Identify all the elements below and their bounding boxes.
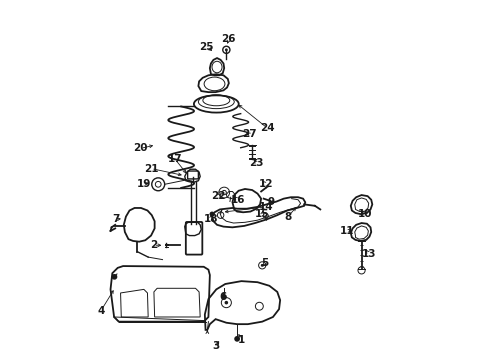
- Circle shape: [234, 336, 240, 342]
- Text: 6: 6: [219, 292, 226, 302]
- Text: 3: 3: [213, 341, 220, 351]
- Circle shape: [261, 264, 264, 267]
- Text: 2: 2: [150, 240, 157, 250]
- Circle shape: [112, 275, 117, 279]
- Text: 13: 13: [362, 248, 376, 258]
- Text: 5: 5: [261, 258, 269, 268]
- Text: 18: 18: [204, 214, 218, 224]
- Text: 19: 19: [137, 179, 151, 189]
- Text: 27: 27: [242, 129, 257, 139]
- Circle shape: [210, 212, 215, 217]
- Text: 4: 4: [97, 306, 104, 316]
- Text: 16: 16: [231, 195, 245, 205]
- Circle shape: [224, 301, 228, 305]
- Text: 17: 17: [168, 154, 182, 164]
- Text: 10: 10: [358, 209, 372, 219]
- Circle shape: [225, 48, 228, 51]
- Text: 7: 7: [112, 215, 120, 224]
- Text: 21: 21: [144, 163, 158, 174]
- Text: 23: 23: [249, 158, 264, 168]
- Text: 24: 24: [260, 123, 274, 133]
- Text: 12: 12: [259, 179, 273, 189]
- Text: 14: 14: [259, 202, 273, 212]
- Circle shape: [221, 294, 227, 299]
- Text: 8: 8: [284, 212, 292, 221]
- Text: 26: 26: [221, 35, 236, 44]
- Text: 15: 15: [255, 209, 270, 219]
- Text: 1: 1: [238, 334, 245, 345]
- Text: 11: 11: [340, 226, 354, 236]
- Text: 22: 22: [211, 191, 225, 201]
- Text: 9: 9: [267, 197, 274, 207]
- Text: 25: 25: [199, 42, 214, 51]
- Text: 20: 20: [133, 143, 147, 153]
